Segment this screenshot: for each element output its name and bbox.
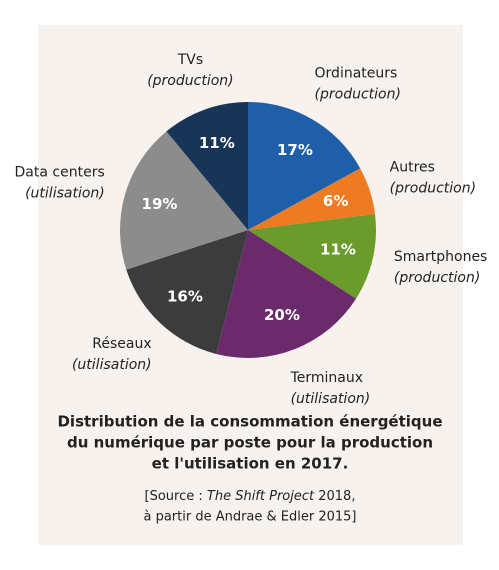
value-label: 11% [199,134,235,152]
category-note: (production) [315,87,401,103]
category-note: (utilisation) [291,391,371,407]
category-note: (production) [390,180,476,196]
title-line: du numérique par poste pour la productio… [67,434,433,452]
source-part: [Source : [145,489,207,504]
category-label: Smartphones [394,249,487,265]
category-label: Autres [390,159,435,175]
category-note: (production) [147,73,233,89]
value-label: 16% [167,288,203,306]
source-part: 2018, [314,489,355,504]
category-label: TVs [177,52,203,68]
title-line: Distribution de la consommation énergéti… [57,413,442,431]
pie-slice [120,131,248,270]
category-note: (utilisation) [25,186,105,202]
category-label: Ordinateurs [315,66,398,82]
value-label: 11% [320,241,356,259]
category-note: (production) [394,270,480,286]
source: [Source : The Shift Project 2018, [145,489,356,504]
value-label: 20% [264,306,300,324]
category-label: Réseaux [92,336,151,352]
category-label: Data centers [15,165,105,181]
pie-slice [248,168,375,230]
pie-slice [216,230,357,358]
pie-slice [248,213,377,299]
pie-slice [248,102,361,230]
value-label: 6% [323,192,348,210]
category-note: (utilisation) [72,357,152,373]
title-line: et l'utilisation en 2017. [152,455,349,473]
pie-slice [166,102,248,230]
category-label: Terminaux [290,370,363,386]
source: à partir de Andrae & Edler 2015] [143,510,356,525]
pie [120,102,377,358]
source-part: The Shift Project [207,489,315,504]
value-label: 17% [277,141,313,159]
value-label: 19% [142,195,178,213]
pie-slice [126,230,248,354]
